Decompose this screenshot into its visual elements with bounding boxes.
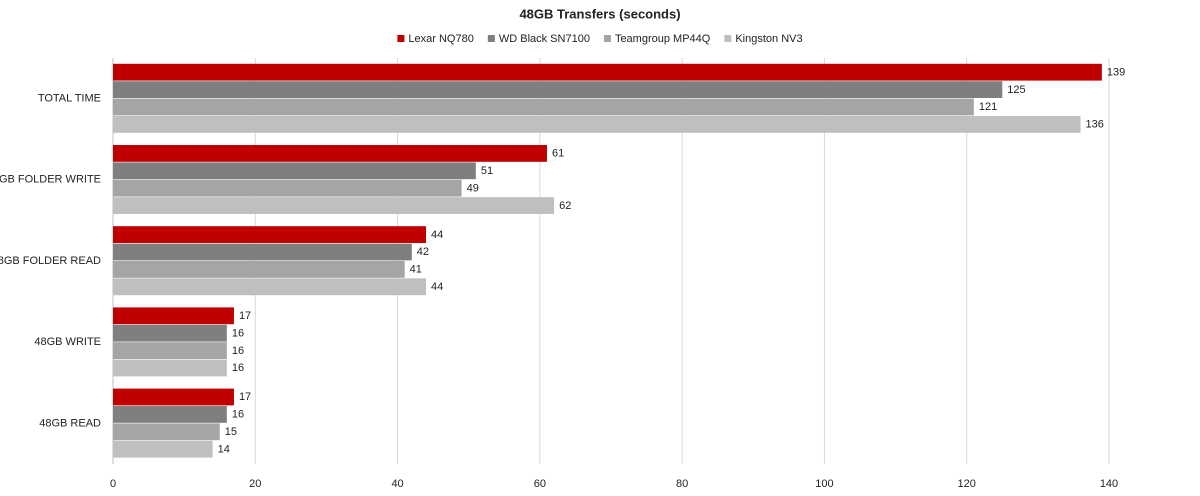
x-tick-label: 120 (958, 478, 976, 490)
data-label: 51 (481, 165, 493, 177)
legend-label: WD Black SN7100 (499, 33, 590, 45)
bar (113, 324, 227, 342)
x-tick-label: 20 (249, 478, 261, 490)
data-label: 15 (225, 426, 237, 438)
bar (113, 423, 220, 441)
legend-label: Teamgroup MP44Q (615, 33, 711, 45)
data-label: 14 (218, 443, 230, 455)
x-tick-label: 140 (1100, 478, 1118, 490)
bar (113, 440, 213, 458)
data-label: 139 (1107, 66, 1125, 78)
y-tick-label: 48GB FOLDER WRITE (0, 174, 101, 186)
data-label: 136 (1086, 119, 1104, 131)
y-tick-label: TOTAL TIME (38, 93, 101, 105)
data-label: 44 (431, 229, 443, 241)
bar (113, 98, 974, 116)
bar (113, 359, 227, 377)
legend-label: Kingston NV3 (735, 33, 802, 45)
data-label: 16 (232, 409, 244, 421)
data-label: 17 (239, 310, 251, 322)
bar (113, 226, 427, 243)
legend-label: Lexar NQ780 (408, 33, 473, 45)
data-label: 121 (979, 101, 997, 113)
bar (113, 261, 405, 278)
data-label: 62 (559, 200, 571, 212)
bar (113, 162, 476, 180)
data-label: 17 (239, 391, 251, 403)
bar (113, 81, 1003, 98)
y-tick-label: 48GB FOLDER READ (0, 255, 101, 267)
y-tick-label: 48GB READ (39, 417, 101, 429)
bar (113, 307, 234, 325)
data-label: 42 (417, 246, 429, 258)
bar (113, 116, 1081, 133)
y-tick-label: 48GB WRITE (34, 336, 101, 348)
bar (113, 145, 547, 162)
bar (113, 63, 1102, 81)
data-label: 61 (552, 148, 564, 160)
bar (113, 179, 462, 197)
data-label: 41 (410, 264, 422, 276)
bar (113, 388, 234, 406)
bar (113, 342, 227, 359)
data-label: 49 (467, 182, 479, 194)
x-tick-label: 60 (534, 478, 546, 490)
bar (113, 278, 427, 296)
bar (113, 197, 555, 214)
data-label: 16 (232, 327, 244, 339)
x-tick-label: 40 (391, 478, 403, 490)
chart-title: 48GB Transfers (seconds) (519, 6, 680, 21)
bar (113, 243, 412, 261)
data-label: 16 (232, 345, 244, 357)
legend-swatch (603, 35, 611, 42)
data-label: 16 (232, 362, 244, 374)
x-tick-label: 80 (676, 478, 688, 490)
legend-swatch (724, 35, 732, 42)
legend-swatch (487, 35, 495, 42)
legend-swatch (397, 35, 405, 42)
data-label: 125 (1007, 84, 1025, 96)
x-tick-label: 100 (815, 478, 833, 490)
x-tick-label: 0 (110, 478, 116, 490)
bar (113, 406, 227, 423)
data-label: 44 (431, 281, 443, 293)
